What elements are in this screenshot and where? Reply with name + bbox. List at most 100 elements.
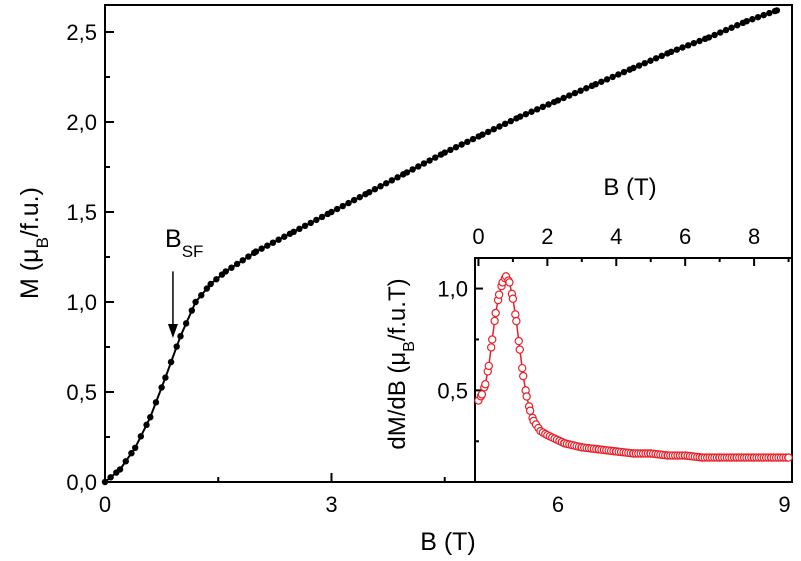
main-data-point <box>203 285 211 292</box>
inset-ylabel-main: dM/dB (μ <box>384 352 411 450</box>
main-data-point <box>641 59 648 67</box>
main-ytick-label: 0,5 <box>66 380 97 405</box>
main-data-point <box>239 257 246 264</box>
main-data-point <box>598 78 605 85</box>
main-data-point <box>426 157 433 164</box>
main-ylabel-sub: B <box>33 237 52 248</box>
inset-data-point <box>525 406 535 415</box>
inset-ytick-label: 0,5 <box>437 378 468 403</box>
main-data-point <box>484 128 492 136</box>
main-ytick-label: 0,0 <box>66 470 97 495</box>
main-data-point <box>415 163 422 170</box>
main-data-point <box>690 39 698 47</box>
main-data-point <box>198 292 205 299</box>
inset-data-point <box>784 453 793 462</box>
main-data-point <box>754 13 762 21</box>
inset-axis-ticks: 0 2 4 6 8 0,5 1,0 <box>437 224 790 443</box>
inset-data-point <box>505 278 514 287</box>
main-data-point <box>377 183 384 190</box>
main-data-point <box>447 146 454 154</box>
main-data-point <box>749 15 756 23</box>
inset-series <box>474 272 793 462</box>
main-data-point <box>173 343 180 350</box>
main-data-point <box>188 307 196 314</box>
main-data-point <box>528 108 535 115</box>
inset-xtick-label: 4 <box>610 224 622 249</box>
main-data-point <box>207 280 214 288</box>
main-data-point <box>252 248 260 255</box>
inset-data-point <box>508 294 518 303</box>
main-data-point <box>182 320 190 327</box>
main-data-point <box>760 11 767 19</box>
main-data-point <box>116 466 124 473</box>
inset-data-point <box>488 335 497 344</box>
inset-ylabel-sub: B <box>401 341 418 352</box>
main-data-point <box>101 478 109 486</box>
main-data-point <box>496 123 503 130</box>
main-data-point <box>458 141 465 148</box>
main-data-point <box>647 57 654 64</box>
main-data-point <box>583 85 590 92</box>
main-data-point <box>356 193 363 201</box>
main-data-point <box>571 89 579 97</box>
main-data-point <box>441 149 448 156</box>
main-data-point <box>313 216 320 224</box>
main-data-point <box>734 22 741 29</box>
bsf-arrow-head <box>167 324 178 338</box>
main-ylabel: M (μB/f.u.) <box>16 187 52 299</box>
main-data-point <box>107 474 114 481</box>
main-data-point <box>679 44 686 51</box>
main-data-point <box>620 68 628 76</box>
inset-data-point <box>515 345 524 354</box>
main-data-point <box>152 399 160 406</box>
main-data-point <box>766 9 773 17</box>
main-data-point <box>167 358 175 366</box>
main-data-point <box>566 92 573 99</box>
main-data-point <box>222 268 229 275</box>
main-data-point <box>301 222 309 230</box>
inset-ylabel-tail: /f.u.T) <box>384 278 411 341</box>
main-data-point <box>122 458 129 465</box>
main-data-point <box>228 264 235 271</box>
inset-ylabel: dM/dB (μB/f.u.T) <box>384 278 418 449</box>
main-data-point <box>177 333 184 340</box>
main-xtick-label: 3 <box>325 492 337 517</box>
main-data-point <box>192 298 199 306</box>
main-chart: 0 3 6 90,00,51,01,52,02,5 B (T) M (μB/f.u.)… <box>16 4 793 556</box>
main-data-point <box>213 276 220 283</box>
inset-xtick-label: 0 <box>472 224 484 249</box>
main-ytick-label: 1,0 <box>66 290 97 315</box>
main-data-point <box>717 29 724 36</box>
main-data-point <box>534 106 541 113</box>
main-data-point <box>673 46 681 53</box>
bsf-arrow <box>167 271 178 338</box>
main-data-point <box>350 196 358 204</box>
bsf-main: B <box>165 225 182 253</box>
main-data-point <box>684 42 692 49</box>
main-xlabel: B (T) <box>420 528 476 556</box>
main-ylabel-tail: /f.u.) <box>16 187 44 237</box>
main-data-point <box>269 239 277 246</box>
main-data-point <box>128 450 135 457</box>
main-data-point <box>328 208 335 216</box>
main-data-point <box>147 414 154 421</box>
main-data-point <box>245 253 252 260</box>
main-data-point <box>275 236 282 243</box>
main-data-point <box>479 131 486 138</box>
inset-data-point <box>490 316 499 326</box>
main-data-point <box>143 421 150 429</box>
main-data-point <box>420 160 428 167</box>
main-data-point <box>307 219 314 227</box>
main-data-point <box>635 62 643 69</box>
main-series <box>101 7 781 486</box>
inset-chart: 0 2 4 6 8 0,5 1,0 B (T) dM/dB (μB/f.u.T) <box>384 174 793 483</box>
main-data-point <box>592 81 599 88</box>
main-data-point <box>345 199 352 207</box>
main-data-point <box>388 177 396 184</box>
inset-plot-bg <box>475 258 792 482</box>
inset-xlabel: B (T) <box>603 174 656 201</box>
main-xtick-label: 6 <box>552 492 564 517</box>
main-data-point <box>773 7 781 14</box>
main-data-point <box>560 94 567 102</box>
main-data-point <box>668 48 675 55</box>
